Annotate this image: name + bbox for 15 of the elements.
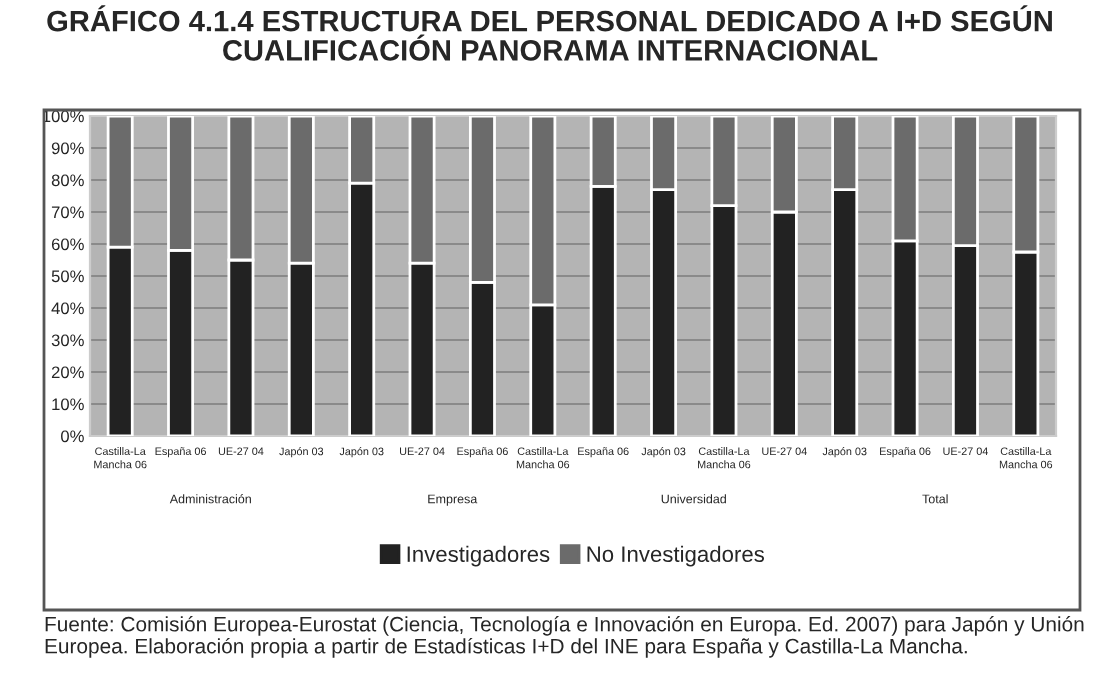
y-tick-label: 30%	[51, 334, 84, 347]
legend-label: Investigadores	[407, 545, 550, 567]
y-tick-label: 70%	[51, 206, 84, 219]
source-note: Fuente: Comisión Europea-Eurostat (Ciencia, Tecnología e Innovación en Europa. Ed. 2007) para Japón y Unión Europea. Elaboración propia a partir de Estadísticas I+D del INE para España y Castilla-La Mancha.	[45, 616, 1084, 658]
legend-label: No Investigadores	[587, 545, 765, 567]
y-tick-label: 100%	[43, 110, 84, 123]
y-tick-label: 20%	[51, 366, 84, 379]
y-tick-label: 0%	[61, 430, 84, 443]
y-tick-label: 10%	[52, 398, 84, 411]
y-tick-label: 90%	[51, 142, 84, 155]
y-tick-label: 50%	[51, 270, 84, 283]
y-tick-label: 40%	[51, 302, 84, 315]
y-tick-label: 80%	[51, 174, 84, 187]
y-tick-label: 60%	[51, 238, 84, 251]
chart-title: GRÁFICO 4.1.4 ESTRUCTURA DEL PERSONAL DEDICADO A I+D SEGÚN CUALIFICACIÓN PANORAMA INTERNACIONAL	[47, 5, 1052, 61]
